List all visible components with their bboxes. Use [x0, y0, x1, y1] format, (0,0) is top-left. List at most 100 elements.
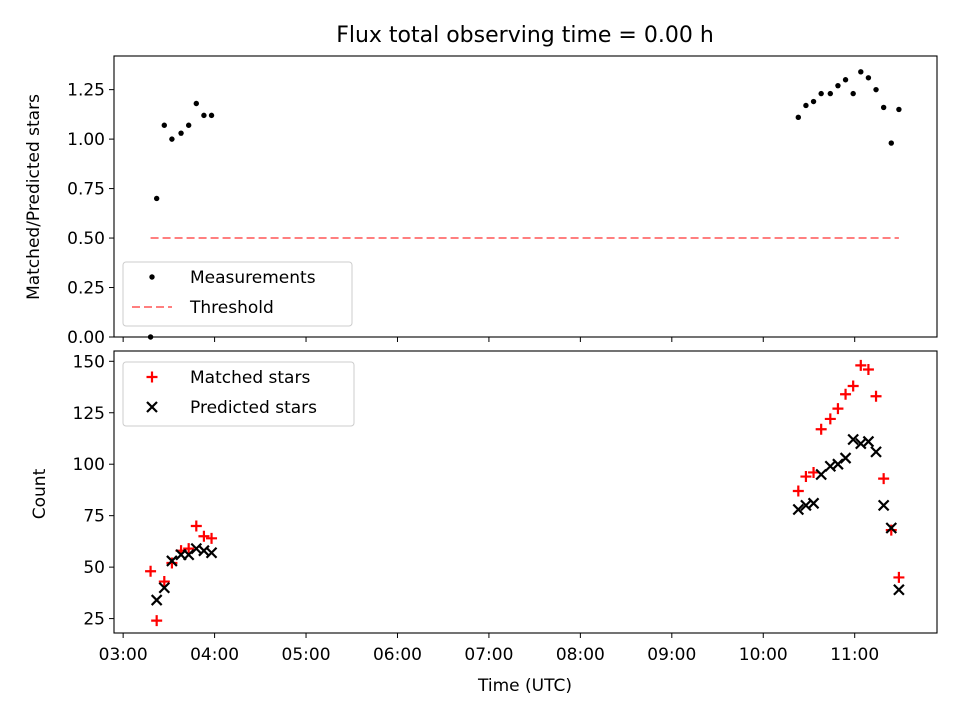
- measurements-point: [185, 122, 192, 128]
- legend-label-measurements: Measurements: [190, 268, 316, 288]
- matched-stars-point: [840, 388, 852, 400]
- matched-stars-point: [893, 571, 905, 583]
- measurements-point: [810, 98, 817, 105]
- count-panel: 25 50 75 100 125 150 03:00 04:00 05:00 06:00 07:00…: [73, 350, 938, 665]
- measurements-point: [178, 130, 184, 136]
- matched-stars-point: [190, 520, 202, 532]
- measurements-point: [880, 104, 887, 111]
- x-tick-label: 07:00: [464, 645, 513, 665]
- legend-box: [122, 261, 353, 327]
- y-tick-label: 0.50: [67, 229, 105, 249]
- predicted-stars-point: [870, 446, 882, 458]
- x-axis-label: Time (UTC): [477, 676, 572, 696]
- bottom-y-axis-label: Count: [30, 468, 50, 519]
- matched-stars-point: [847, 380, 859, 392]
- predicted-stars-point: [150, 594, 163, 606]
- axes-frame: [113, 55, 938, 338]
- measurements-point: [873, 86, 879, 93]
- matched-stars-point: [198, 530, 210, 542]
- measurements-point: [169, 136, 175, 142]
- predicted-stars-point: [815, 468, 827, 481]
- matched-stars-point: [792, 485, 804, 497]
- x-tick-label: 10:00: [739, 645, 788, 665]
- measurements-point: [850, 90, 856, 97]
- predicted-stars-point: [792, 503, 805, 516]
- matched-stars-point: [815, 423, 827, 435]
- top-y-axis-label: Matched/Predicted stars: [24, 94, 44, 300]
- y-tick-label: 125: [73, 404, 105, 424]
- measurements-point: [888, 140, 894, 146]
- y-tick-label: 25: [83, 610, 105, 630]
- y-tick-label: 150: [73, 352, 105, 372]
- matched-stars-point: [151, 615, 163, 627]
- predicted-stars-point: [839, 452, 852, 464]
- y-tick-label: 0.75: [67, 180, 105, 200]
- predicted-stars-point: [158, 581, 171, 594]
- matched-stars-point: [206, 532, 218, 544]
- matched-stars-point: [885, 524, 897, 536]
- y-tick-label: 75: [83, 507, 105, 527]
- measurements-point: [818, 90, 824, 97]
- matched-stars-point: [808, 466, 820, 478]
- x-tick-label: 06:00: [373, 645, 422, 665]
- measurements-point: [147, 334, 154, 340]
- matched-stars-point: [158, 576, 170, 588]
- predicted-stars-point: [893, 583, 905, 596]
- y-tick-label: 50: [83, 558, 105, 578]
- matched-stars-point: [183, 543, 195, 555]
- legend-label-predicted-stars: Predicted stars: [190, 398, 317, 418]
- x-tick-label: 04:00: [190, 645, 239, 665]
- measurements-point: [896, 106, 902, 113]
- measurements-point: [153, 195, 160, 202]
- data-layer: [145, 359, 905, 627]
- matched-stars-point: [145, 565, 157, 577]
- matched-stars-point: [800, 471, 812, 483]
- ratio-panel: 0.00 0.25 0.50 0.75 1.00 1.25 Measurements Thre…: [67, 55, 938, 348]
- measurements-point: [858, 69, 864, 75]
- matched-stars-point: [855, 359, 867, 371]
- measurements-point: [835, 82, 841, 89]
- measurements-point: [201, 112, 207, 119]
- measurements-point: [803, 102, 809, 109]
- predicted-stars-point: [807, 497, 820, 510]
- predicted-stars-point: [877, 499, 890, 512]
- predicted-stars-point: [205, 546, 218, 559]
- matched-stars-point: [870, 390, 882, 402]
- predicted-stars-point: [847, 433, 859, 446]
- predicted-stars-point: [885, 522, 898, 534]
- measurements-point: [208, 112, 215, 119]
- measurements-point: [842, 77, 849, 83]
- y-tick-label: 1.00: [67, 130, 105, 150]
- y-tick-label: 1.25: [67, 81, 105, 101]
- y-tick-label: 100: [73, 455, 105, 475]
- axes-frame: [113, 350, 938, 634]
- data-layer: [147, 69, 902, 340]
- matched-stars-point: [166, 557, 178, 569]
- measurements-point: [865, 75, 872, 81]
- y-tick-label: 0.00: [67, 328, 105, 348]
- legend-box: [122, 361, 355, 427]
- predicted-stars-point: [166, 555, 178, 567]
- x-tick-label: 08:00: [556, 645, 605, 665]
- legend-label-threshold: Threshold: [189, 298, 274, 318]
- x-tick-label: 03:00: [99, 645, 148, 665]
- legend-label-matched-stars: Matched stars: [190, 368, 310, 388]
- x-tick-label: 09:00: [647, 645, 696, 665]
- measurements-point: [827, 90, 834, 97]
- measurements-point: [161, 122, 167, 128]
- x-tick-label: 11:00: [830, 645, 879, 665]
- matched-stars-point: [832, 403, 844, 415]
- chart-title: Flux total observing time = 0.00 h: [336, 23, 714, 48]
- legend-marker-matched-stars: [146, 371, 158, 383]
- matched-stars-point: [824, 413, 836, 425]
- predicted-stars-point: [862, 435, 875, 448]
- y-tick-label: 0.25: [67, 279, 105, 299]
- x-tick-label: 05:00: [282, 645, 331, 665]
- legend-marker-predicted-stars: [146, 401, 158, 413]
- legend-marker-measurements: [149, 274, 155, 280]
- matched-stars-point: [862, 364, 874, 376]
- matched-stars-point: [878, 473, 890, 485]
- measurements-point: [193, 100, 199, 107]
